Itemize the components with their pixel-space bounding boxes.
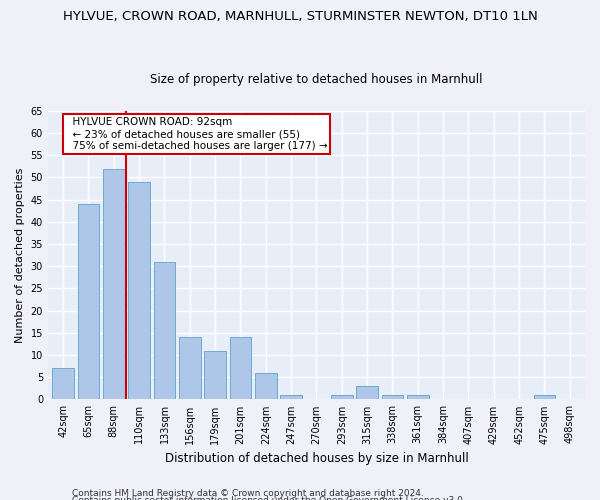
Y-axis label: Number of detached properties: Number of detached properties xyxy=(15,168,25,343)
Text: HYLVUE CROWN ROAD: 92sqm
  ← 23% of detached houses are smaller (55)
  75% of se: HYLVUE CROWN ROAD: 92sqm ← 23% of detach… xyxy=(65,118,327,150)
Bar xyxy=(154,262,175,400)
Bar xyxy=(280,395,302,400)
Bar xyxy=(533,395,555,400)
Bar xyxy=(77,204,99,400)
X-axis label: Distribution of detached houses by size in Marnhull: Distribution of detached houses by size … xyxy=(164,452,469,465)
Bar xyxy=(179,338,200,400)
Bar xyxy=(331,395,353,400)
Bar xyxy=(52,368,74,400)
Bar xyxy=(230,338,251,400)
Bar xyxy=(407,395,428,400)
Bar xyxy=(103,168,125,400)
Text: HYLVUE, CROWN ROAD, MARNHULL, STURMINSTER NEWTON, DT10 1LN: HYLVUE, CROWN ROAD, MARNHULL, STURMINSTE… xyxy=(62,10,538,23)
Bar xyxy=(205,350,226,400)
Bar xyxy=(356,386,378,400)
Bar xyxy=(255,373,277,400)
Text: Contains HM Land Registry data © Crown copyright and database right 2024.: Contains HM Land Registry data © Crown c… xyxy=(72,488,424,498)
Title: Size of property relative to detached houses in Marnhull: Size of property relative to detached ho… xyxy=(150,73,483,86)
Text: Contains public sector information licensed under the Open Government Licence v3: Contains public sector information licen… xyxy=(72,496,466,500)
Bar xyxy=(128,182,150,400)
Bar xyxy=(382,395,403,400)
